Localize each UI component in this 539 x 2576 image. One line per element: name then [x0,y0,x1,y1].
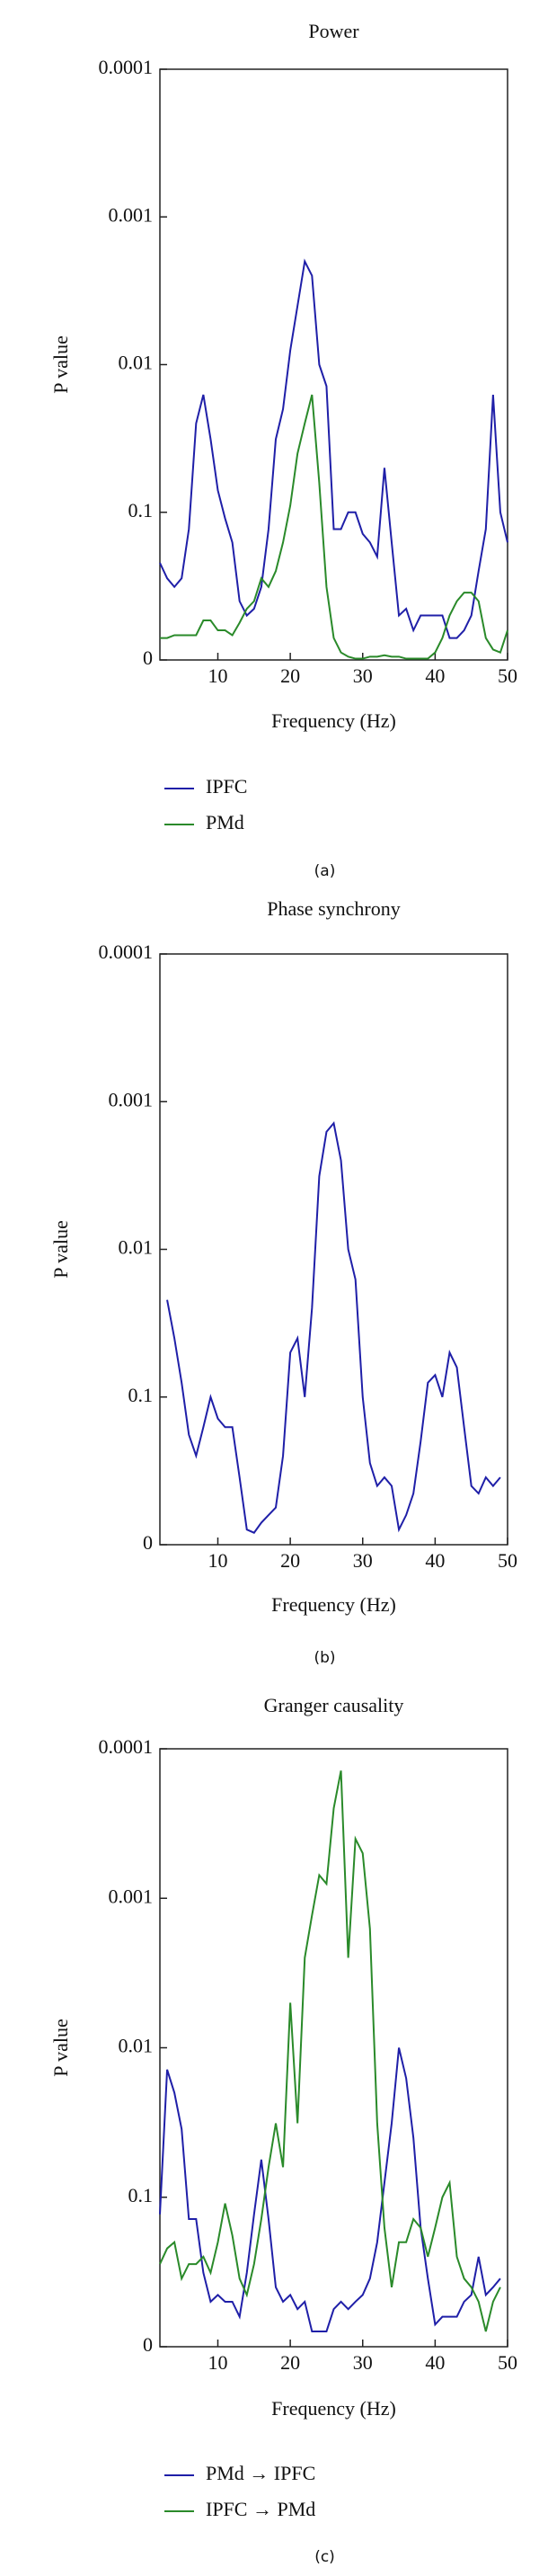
legend-label: PMd [206,811,244,833]
chart-title: Power [308,20,359,42]
x-tick-label: 40 [425,664,445,687]
y-axis-label: P value [49,335,72,394]
legend-label: IPFC → PMd [206,2498,315,2520]
legend-label: PMd → IPFC [206,2462,315,2484]
x-axis-label: Frequency (Hz) [271,2397,396,2420]
y-tick-label: 0.1 [128,2184,154,2206]
x-tick-label: 50 [498,1549,517,1572]
x-tick-label: 30 [353,664,373,687]
x-tick-label: 40 [425,1549,445,1572]
x-tick-label: 20 [280,2351,300,2374]
x-tick-label: 10 [208,2351,228,2374]
plot-frame [159,1748,508,2348]
x-tick-label: 20 [280,1549,300,1572]
y-tick-label: 0.0001 [99,56,154,78]
x-tick-label: 50 [498,2351,517,2374]
x-tick-label: 10 [208,664,228,687]
y-tick-label: 0.01 [119,1236,154,1259]
x-tick-label: 20 [280,664,300,687]
x-axis-label: Frequency (Hz) [271,1593,396,1616]
plot-frame [159,68,508,661]
panel-caption: (c) [314,2548,335,2566]
chart-title: Granger causality [264,1694,404,1716]
x-axis-label: Frequency (Hz) [271,709,396,732]
data-line [159,2047,501,2332]
y-axis-label: P value [49,2019,72,2077]
panel-caption: (a) [314,862,336,880]
y-tick-label: 0 [143,1531,153,1554]
y-tick-label: 0.0001 [99,1735,154,1758]
data-line [160,394,508,660]
y-tick-label: 0.01 [119,2035,154,2057]
y-tick-label: 0.01 [119,352,154,374]
x-tick-label: 30 [353,1549,373,1572]
data-line [159,1770,501,2332]
y-tick-label: 0.001 [109,1088,154,1110]
y-tick-label: 0.0001 [99,940,154,963]
y-tick-label: 0.1 [128,1384,154,1406]
panel-caption: (b) [314,1649,335,1667]
x-tick-label: 30 [353,2351,373,2374]
chart-title: Phase synchrony [267,897,400,920]
y-tick-label: 0 [143,646,153,669]
x-tick-label: 10 [208,1549,228,1572]
plot-frame [159,953,508,1546]
legend-label: IPFC [206,775,247,798]
data-line [166,1121,501,1534]
y-tick-label: 0.1 [128,499,154,521]
y-axis-label: P value [49,1220,72,1279]
x-tick-label: 50 [498,664,517,687]
data-line [159,258,508,639]
x-tick-label: 40 [425,2351,445,2374]
y-tick-label: 0.001 [109,1885,154,1907]
y-tick-label: 0 [143,2333,153,2356]
y-tick-label: 0.001 [109,203,154,226]
